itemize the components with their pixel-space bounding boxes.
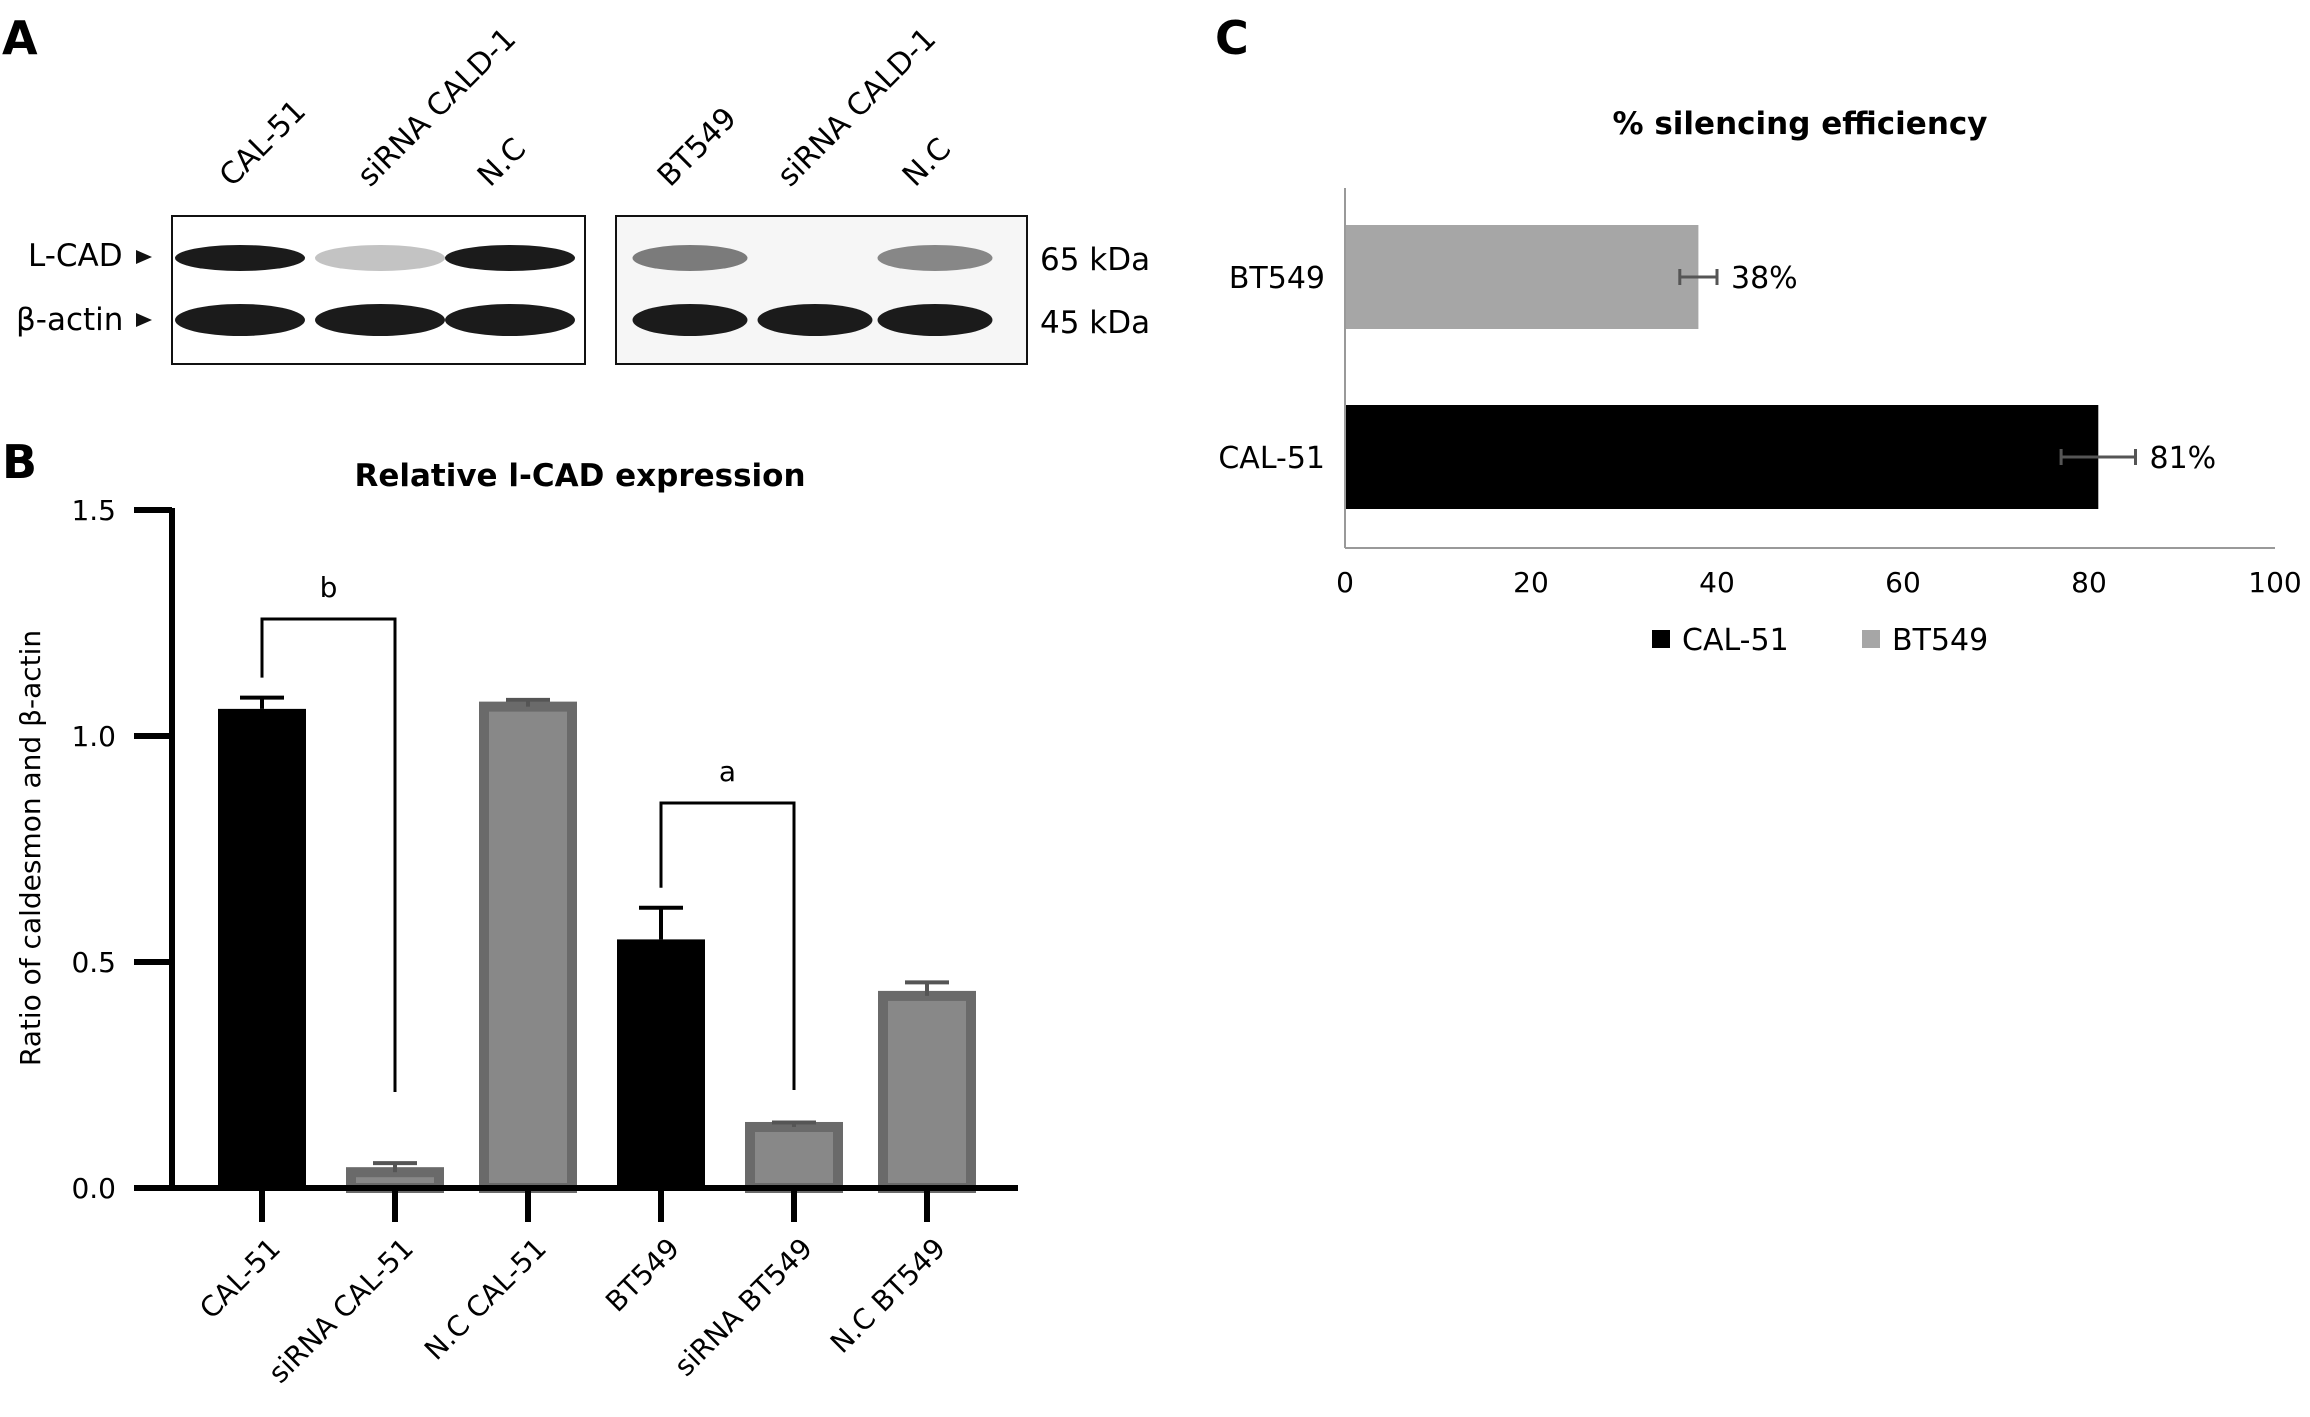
chart-b-y-tick-label: 0.0 [71,1172,116,1205]
blot2-band-actin [877,304,993,336]
chart-b-y-axis-label: Ratio of caldesmon and β-actin [14,630,47,1066]
chart-b-y-tick-label: 0.5 [71,946,116,979]
blot1-lane-label: CAL-51 [213,93,313,193]
blot1-band-lcad [175,245,305,271]
legend-label: BT549 [1892,623,1988,658]
legend-label: CAL-51 [1682,623,1789,658]
chart-c-x-tick-label: 40 [1699,566,1735,599]
chart-b-y-tick-label: 1.5 [71,494,116,527]
blot1-band-actin [175,304,305,336]
blot1-band-actin [315,304,445,336]
blot2-lane-label: BT549 [651,101,744,194]
blot2-band-actin [632,304,748,336]
chart-c-title: % silencing efficiency [1613,106,1988,142]
chart-b-error-bar [506,697,550,707]
legend-swatch [1652,630,1670,648]
chart-b-error-bar [373,1161,417,1173]
chart-b-bar [745,1121,843,1193]
chart-b-error-bar [905,980,949,996]
blot1-band-actin [445,304,575,336]
blot-bt549 [615,215,1028,365]
chart-c-x-tick-label: 80 [2071,566,2107,599]
size-marker-45kda: 45 kDa [1040,305,1150,341]
chart-b-x-tick-label: N.C CAL-51 [418,1232,553,1367]
chart-c-data-label: 38% [1731,261,1798,296]
significance-label: a [719,755,736,788]
significance-label: b [320,571,338,604]
blot1-band-lcad [315,245,445,271]
blot2-band-lcad [877,245,993,271]
blot1-band-lcad [445,245,575,271]
chart-c-x-tick-label: 0 [1336,566,1354,599]
actin-arrow-icon [136,313,152,327]
chart-c-error-bar [2059,449,2137,465]
chart-b-bar [479,701,577,1193]
lcad-arrow-icon [136,250,152,264]
chart-b-x-tick-label: CAL-51 [193,1232,287,1326]
panel-letter-a: A [2,11,38,65]
chart-b-title: Relative l-CAD expression [354,458,805,494]
chart-c-error-bar [1678,269,1719,285]
chart-c-bar [1345,225,1699,329]
row-label-actin: β-actin [16,302,123,338]
chart-c-legend-item: BT549 [1862,623,1988,658]
significance-bracket: b [260,571,397,1092]
chart-b-x-tick-label: siRNA BT549 [668,1232,819,1383]
chart-c-data-label: 81% [2150,441,2217,476]
relative-expression-chart: Relative l-CAD expression Ratio of calde… [14,458,1018,1390]
chart-c-category-label: CAL-51 [1218,441,1325,476]
chart-c-category-label: BT549 [1229,261,1325,296]
panel-letter-c: C [1215,11,1249,65]
panel-letter-b: B [2,435,37,489]
chart-b-bar [218,708,306,1188]
chart-c-x-tick-label: 60 [1885,566,1921,599]
chart-b-x-tick-label: N.C BT549 [824,1232,952,1360]
chart-b-error-bar [240,695,284,709]
chart-b-y-tick-label: 1.0 [71,720,116,753]
blot2-band-actin [757,304,873,336]
chart-c-bar [1345,405,2099,509]
chart-b-error-bar [639,905,683,940]
blot1-lane-label: N.C [471,131,533,193]
blot-cal51 [171,215,586,365]
chart-b-error-bar [772,1120,816,1127]
chart-c-x-tick-label: 20 [1513,566,1549,599]
chart-c-legend-item: CAL-51 [1652,623,1789,658]
blot2-band-lcad [632,245,748,271]
blot2-lane-label: N.C [896,131,958,193]
row-label-lcad: L-CAD [28,238,123,274]
size-marker-65kda: 65 kDa [1040,242,1150,278]
silencing-efficiency-chart: % silencing efficiency 38% 81% 0 20 40 60 80 1… [1218,106,2301,658]
legend-swatch [1862,630,1880,648]
significance-bracket: a [659,755,796,1090]
chart-b-bar [617,939,705,1188]
chart-b-x-tick-label: BT549 [599,1232,686,1319]
chart-c-x-tick-label: 100 [2248,566,2301,599]
chart-b-bar [878,990,976,1194]
western-blot-panel: CAL-51 siRNA CALD-1N.C BT549 siRNA CALD-1N… [16,21,1150,365]
